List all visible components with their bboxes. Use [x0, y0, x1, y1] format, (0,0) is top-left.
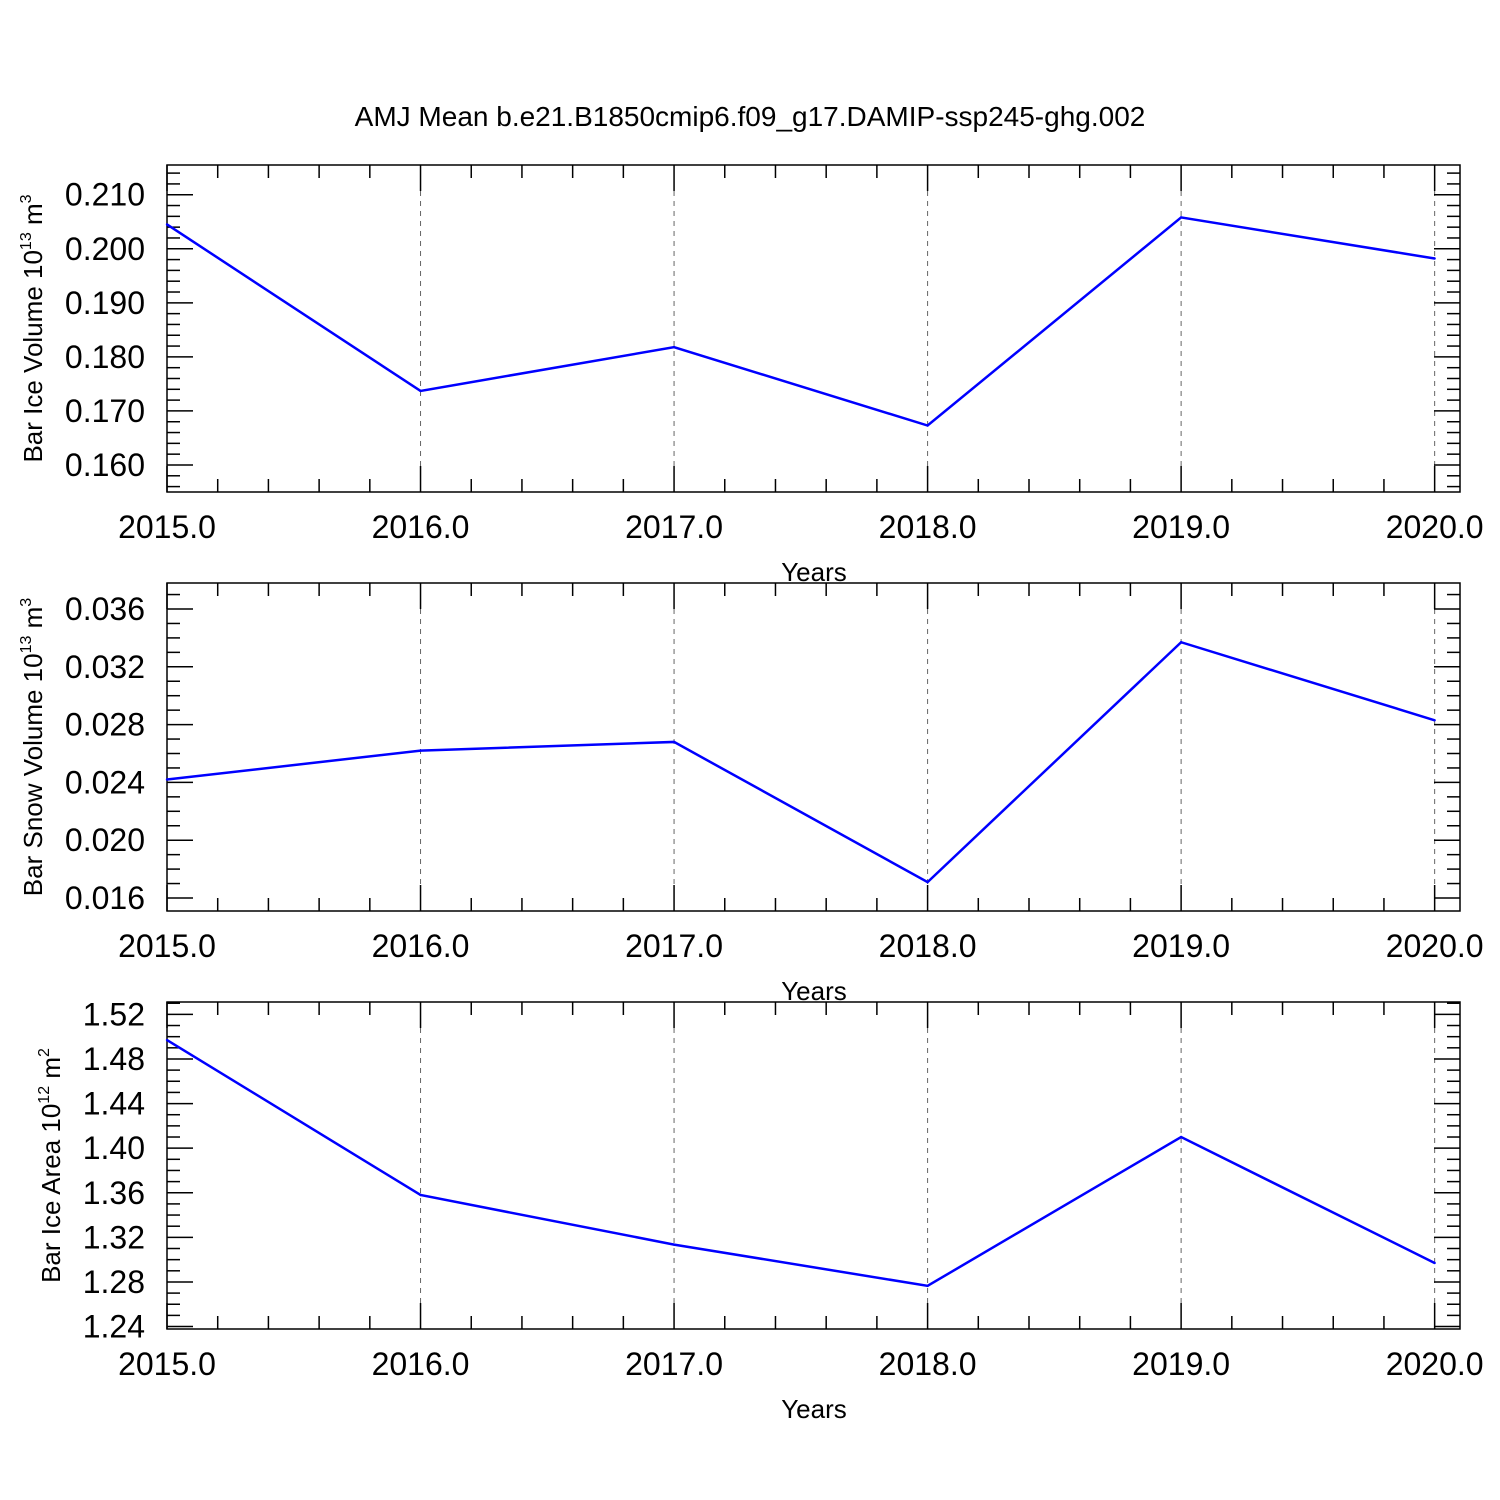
chart-panel-2: 0.016 0.020 0.024 0.028 0.032 0.036 2015.0 2016… — [18, 582, 1484, 1006]
y-tick-label: 0.016 — [65, 880, 145, 916]
y-tick-label: 1.32 — [83, 1219, 145, 1255]
series-line-1 — [166, 216, 1435, 427]
y-tick-label: 0.190 — [65, 285, 145, 321]
data-point — [1433, 1261, 1436, 1265]
data-point — [926, 424, 929, 427]
figure-title: AMJ Mean b.e21.B1850cmip6.f09_g17.DAMIP-… — [355, 101, 1146, 132]
data-point — [419, 1193, 422, 1197]
data-point — [1433, 257, 1436, 260]
x-tick-label: 2015.0 — [118, 928, 216, 964]
data-point — [419, 749, 422, 752]
x-axis-label: Years — [781, 557, 847, 587]
plot-frame — [166, 582, 1461, 912]
chart-panel-1: 0.160 0.170 0.180 0.190 0.200 0.210 2015.0 2016… — [18, 164, 1484, 587]
y-tick-label: 0.160 — [65, 447, 145, 483]
x-tick-label: 2015.0 — [118, 1346, 216, 1382]
x-tick-label: 2018.0 — [879, 928, 977, 964]
chart-panel-3: 1.24 1.28 1.32 1.36 1.40 1.44 1.48 1.52 2015.0 20… — [36, 996, 1484, 1424]
data-point — [165, 778, 169, 781]
y-axis-label: Bar Ice Area 1012 m2 — [36, 1048, 66, 1283]
plot-frame — [166, 1001, 1461, 1330]
data-point — [165, 1038, 169, 1042]
y-tick-label: 0.024 — [65, 764, 145, 800]
data-point — [1433, 719, 1436, 722]
y-tick-label: 0.170 — [65, 393, 145, 429]
y-tick-label: 1.24 — [83, 1309, 145, 1345]
x-tick-label: 2018.0 — [879, 1346, 977, 1382]
y-tick-label: 1.44 — [83, 1086, 145, 1122]
y-tick-label: 0.028 — [65, 707, 145, 743]
data-point — [1179, 641, 1183, 644]
y-tick-label: 1.40 — [83, 1130, 145, 1166]
x-tick-label: 2018.0 — [879, 509, 977, 545]
x-tick-label: 2016.0 — [372, 509, 470, 545]
data-point — [926, 1284, 929, 1288]
x-axis-label: Years — [781, 976, 847, 1006]
x-axis-label: Years — [781, 1394, 847, 1424]
series-line-1 — [166, 1038, 1436, 1288]
x-tick-label: 2016.0 — [372, 1346, 470, 1382]
series-line-1 — [166, 640, 1436, 884]
plot-frame — [166, 164, 1461, 493]
y-tick-label: 1.48 — [83, 1041, 145, 1077]
y-tick-label: 0.020 — [65, 822, 145, 858]
x-tick-label: 2019.0 — [1132, 509, 1230, 545]
chart-panels: 0.160 0.170 0.180 0.190 0.200 0.210 2015.0 2016… — [18, 164, 1484, 1424]
y-tick-label: 0.210 — [65, 177, 145, 213]
y-tick-label: 0.032 — [65, 649, 145, 685]
x-tick-label: 2020.0 — [1386, 1346, 1484, 1382]
data-point — [926, 880, 929, 884]
y-tick-label: 0.180 — [65, 339, 145, 375]
data-point — [419, 389, 422, 393]
y-axis-label: Bar Snow Volume 1013 m3 — [18, 598, 48, 897]
x-tick-label: 2019.0 — [1132, 928, 1230, 964]
x-tick-label: 2016.0 — [372, 928, 470, 964]
data-point — [1179, 1135, 1183, 1139]
y-tick-label: 1.36 — [83, 1175, 145, 1211]
x-tick-label: 2017.0 — [625, 1346, 723, 1382]
data-point — [672, 345, 676, 349]
y-axis-label: Bar Ice Volume 1013 m3 — [18, 194, 48, 462]
x-tick-label: 2017.0 — [625, 509, 723, 545]
x-tick-label: 2020.0 — [1386, 928, 1484, 964]
y-tick-label: 0.036 — [65, 591, 145, 627]
y-tick-label: 1.28 — [83, 1264, 145, 1300]
y-tick-label: 1.52 — [83, 996, 145, 1032]
data-point — [672, 1243, 676, 1246]
x-tick-label: 2020.0 — [1386, 509, 1484, 545]
data-point — [672, 740, 676, 744]
y-tick-label: 0.200 — [65, 231, 145, 267]
x-tick-label: 2017.0 — [625, 928, 723, 964]
data-point — [165, 223, 169, 226]
data-point — [1179, 216, 1183, 219]
x-tick-label: 2015.0 — [118, 509, 216, 545]
x-tick-label: 2019.0 — [1132, 1346, 1230, 1382]
